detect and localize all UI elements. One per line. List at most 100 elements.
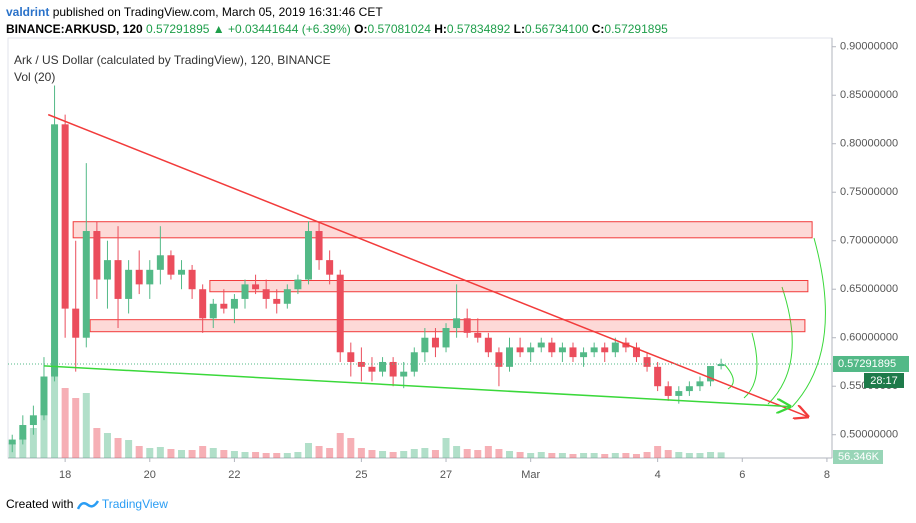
volume-bar [654,446,662,458]
candle-body [209,303,217,319]
volume-bar [156,447,164,458]
candle-body [643,357,651,367]
volume-bar [326,448,334,458]
candle-body [19,425,27,440]
candle-body [664,386,672,396]
volume-title: Vol (20) [14,70,55,84]
candle-body [421,337,429,353]
volume-bar [431,450,439,458]
candle-body [262,289,270,299]
volume-bar [294,452,302,458]
volume-label-box [833,450,883,464]
candle-body [696,381,704,387]
volume-bar [114,438,122,458]
symbol: BINANCE:ARKUSD, 120 [6,22,143,36]
countdown: 28:17 [870,375,898,387]
created-with: Created with [6,497,74,511]
volume-bar [527,453,535,458]
x-tick-label: 6 [739,469,745,481]
x-tick-label: Mar [521,469,540,481]
arc [767,286,793,405]
volume-bar [336,433,344,458]
change: +0.03441644 (+6.39%) [228,22,351,36]
volume-bar [61,388,69,458]
candle-body [283,289,291,304]
l-label: L: [513,22,525,36]
ohlc-line: BINANCE:ARKUSD, 120 0.57291895 ▲ +0.0344… [6,22,668,36]
candle-body [516,347,524,353]
candle-body [590,347,598,353]
volume-bar [537,452,545,458]
volume-label: 56.346K [838,451,880,463]
volume-bar [622,453,630,458]
volume-bar [379,451,387,458]
volume-bar [283,453,291,458]
volume-bar [347,438,355,458]
candle-body [178,269,186,275]
volume-bar [717,452,725,458]
volume-bar [590,453,598,458]
logo [76,500,99,510]
candle-body [442,328,450,348]
volume-bar [453,446,461,458]
candle-body [569,347,577,358]
footer: Created with TradingView [6,497,168,511]
open: 0.57081024 [367,22,431,36]
candle-body [400,371,408,377]
last-price-box [833,355,909,372]
x-tick-label: 25 [355,469,367,481]
candle-body [40,376,48,416]
candle-body [156,255,164,270]
volume-bar [484,446,492,458]
volume-bar [262,453,270,458]
volume-bar [442,438,450,458]
candle-body [294,279,302,290]
published: published on TradingView.com, March 05, … [52,5,383,19]
candle-body [389,361,397,377]
volume-bar [685,453,693,458]
candle-body [347,352,355,362]
candle-body [146,269,154,285]
y-tick-label: 0.70000000 [840,235,898,247]
volume-bar [241,452,249,458]
volume-bar [495,449,503,458]
volume-bar [19,438,27,458]
arc [743,332,758,399]
brand[interactable]: TradingView [101,497,168,511]
volume-bar [220,450,228,458]
author[interactable]: valdrint [6,5,50,19]
y-tick-label: 0.90000000 [840,41,898,53]
x-tick-label: 22 [228,469,240,481]
candle-body [611,342,619,353]
volume-bar [516,452,524,458]
volume-bar [580,453,588,458]
volume-bar [29,428,37,458]
publish-line: valdrint published on TradingView.com, M… [6,5,383,19]
volume-bar [611,453,619,458]
candle-body [527,347,535,353]
candle-body [93,231,101,280]
volume-bar [188,450,196,458]
volume-bar [230,451,238,458]
high: 0.57834892 [446,22,511,36]
volume-bar [72,398,80,458]
candle-body [103,260,111,280]
candle-body [72,308,80,338]
x-tick-label: 27 [440,469,452,481]
volume-bar [315,446,323,458]
volume-bar [199,446,207,458]
candle-body [252,284,260,290]
volume-bar [569,454,577,458]
candle-body [357,361,365,367]
candle-body [8,439,16,445]
up-arrow: ▲ [212,22,225,36]
candle-body [336,274,344,353]
volume-bar [474,450,482,458]
volume-bar [178,450,186,458]
candle-body [632,347,640,358]
volume-bar [82,393,90,458]
candle-body [188,269,196,290]
volume-bar [506,451,514,458]
candle-body [61,124,69,309]
x-tick-label: 18 [59,469,71,481]
